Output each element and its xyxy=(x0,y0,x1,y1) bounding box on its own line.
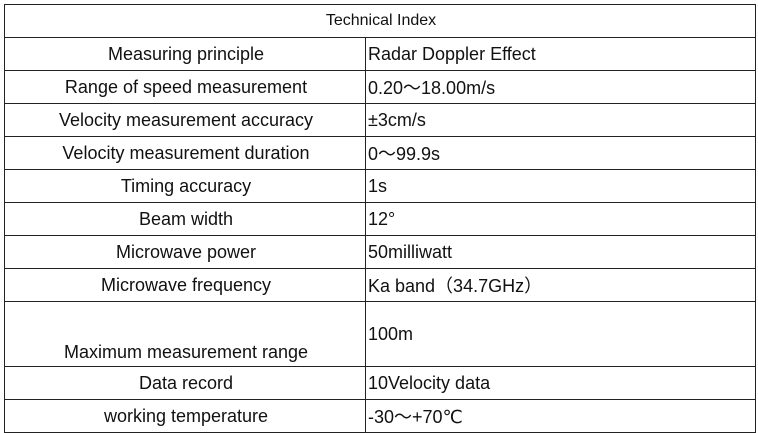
parameter-cell: Maximum measurement range xyxy=(4,301,366,367)
parameter-cell: Microwave power xyxy=(4,235,366,269)
value-cell: 12° xyxy=(364,202,757,236)
parameter-cell: Range of speed measurement xyxy=(4,70,366,104)
parameter-cell: working temperature xyxy=(4,399,366,433)
table-row: working temperature -30～+70℃ xyxy=(4,399,757,433)
table-row: Microwave frequency Ka band（34.7GHz） xyxy=(4,268,757,302)
parameter-cell: Timing accuracy xyxy=(4,169,366,203)
parameter-cell: Data record xyxy=(4,366,366,400)
value-cell: Radar Doppler Effect xyxy=(364,37,757,71)
table-row: Timing accuracy 1s xyxy=(4,169,757,203)
value-cell: 0～99.9s xyxy=(364,136,757,170)
table-row: Velocity measurement duration 0～99.9s xyxy=(4,136,757,170)
value-cell: 1s xyxy=(364,169,757,203)
technical-index-table: Technical Index Measuring principle Rada… xyxy=(3,4,757,433)
parameter-cell: Beam width xyxy=(4,202,366,236)
table-row: Microwave power 50milliwatt xyxy=(4,235,757,269)
table-row: Beam width 12° xyxy=(4,202,757,236)
value-cell: -30～+70℃ xyxy=(364,399,757,433)
table-row: Velocity measurement accuracy ±3cm/s xyxy=(4,103,757,137)
value-cell: 50milliwatt xyxy=(364,235,757,269)
table-title: Technical Index xyxy=(3,4,757,38)
table-row: Maximum measurement range 100m xyxy=(4,301,757,367)
parameter-cell: Velocity measurement accuracy xyxy=(4,103,366,137)
parameter-cell: Measuring principle xyxy=(4,37,366,71)
parameter-cell: Microwave frequency xyxy=(4,268,366,302)
table-row: Range of speed measurement 0.20～18.00m/s xyxy=(4,70,757,104)
value-cell: 100m xyxy=(364,301,757,367)
table-row: Measuring principle Radar Doppler Effect xyxy=(4,37,757,71)
table-row: Data record 10Velocity data xyxy=(4,366,757,400)
value-cell: 10Velocity data xyxy=(364,366,757,400)
table-title-row: Technical Index xyxy=(3,4,757,38)
value-cell: ±3cm/s xyxy=(364,103,757,137)
parameter-cell: Velocity measurement duration xyxy=(4,136,366,170)
value-cell: 0.20～18.00m/s xyxy=(364,70,757,104)
value-cell: Ka band（34.7GHz） xyxy=(364,268,757,302)
